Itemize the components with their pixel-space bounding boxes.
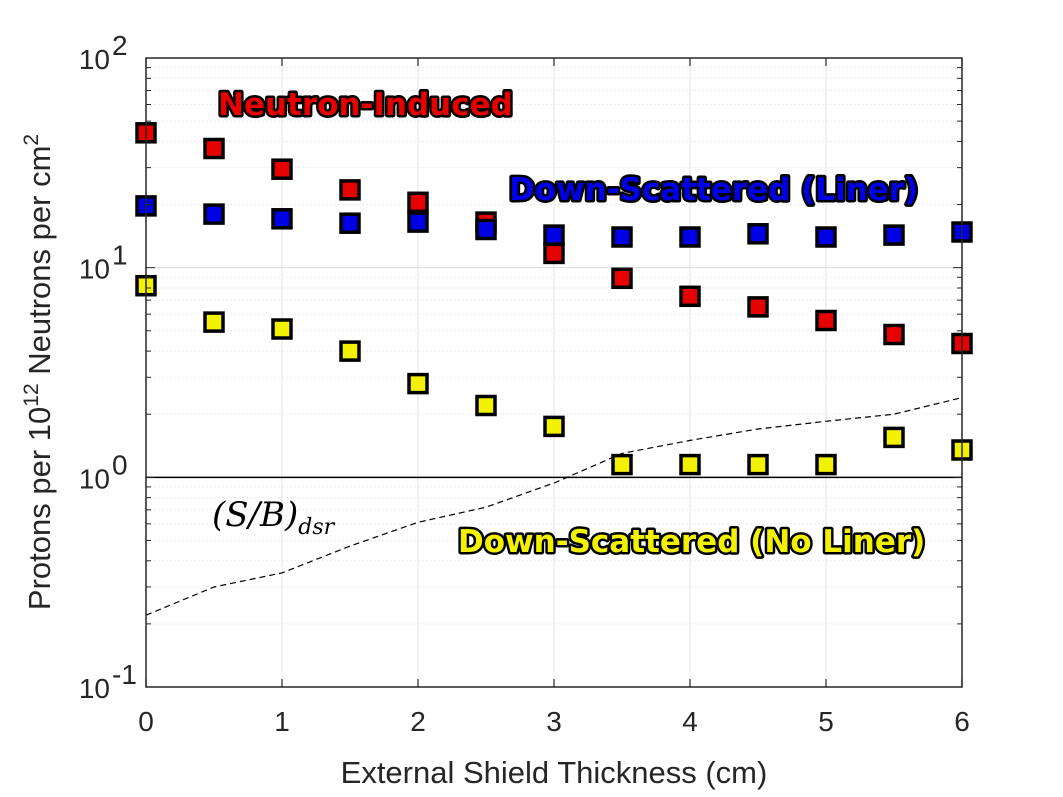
marker-down-scattered-liner: [271, 208, 293, 230]
axis-ticks: [145, 58, 963, 688]
y-tick-label-base: 10: [79, 44, 110, 75]
marker-down-scattered-no-liner: [815, 453, 837, 476]
y-tick-label: 10: [79, 44, 110, 75]
ratio-label-main: (S/B): [212, 495, 298, 535]
marker-down-scattered-liner: [475, 218, 497, 241]
y-axis-title: Protons per 1012 Neutrons per cm2: [20, 134, 57, 610]
y-tick-label: 10: [79, 254, 110, 285]
y-tick-label-base: 10: [79, 463, 110, 494]
marker-down-scattered-liner: [203, 203, 225, 225]
marker-neutron-induced: [679, 285, 701, 308]
marker-down-scattered-no-liner: [679, 453, 701, 476]
y-axis-title-sup1: 12: [20, 383, 43, 406]
y-axis-title-sup2: 2: [20, 134, 43, 146]
x-tick-label: 6: [954, 706, 970, 737]
y-tick-label-exponent: 2: [112, 30, 128, 61]
x-tick-label: 4: [682, 706, 698, 737]
marker-neutron-induced: [747, 296, 769, 318]
marker-neutron-induced: [407, 191, 429, 214]
marker-neutron-induced: [543, 242, 565, 265]
y-tick-label-exponent: -1: [112, 659, 137, 690]
x-axis-title: External Shield Thickness (cm): [341, 755, 768, 790]
label-down-scattered-no-liner: Down-Scattered (No Liner): [458, 524, 925, 560]
label-down-scattered-liner: Down-Scattered (Liner): [509, 172, 918, 208]
y-tick-label-exponent: 1: [112, 240, 128, 271]
marker-down-scattered-liner: [747, 223, 769, 245]
x-tick-label: 3: [546, 706, 562, 737]
marker-neutron-induced: [271, 158, 293, 180]
y-axis-title-pre: Protons per 10: [22, 407, 57, 610]
marker-neutron-induced: [883, 323, 905, 346]
y-tick-label-exponent: 0: [112, 449, 128, 480]
y-axis-title-mid: Neutrons per cm: [22, 146, 57, 384]
x-tick-label: 5: [818, 706, 834, 737]
x-tick-label: 0: [138, 706, 154, 737]
marker-down-scattered-liner: [611, 226, 633, 248]
marker-down-scattered-no-liner: [475, 394, 497, 417]
x-tick-labels: 0 1 2 3 4 5 6: [138, 706, 970, 737]
marker-down-scattered-no-liner: [747, 453, 769, 476]
marker-down-scattered-liner: [543, 224, 565, 246]
marker-down-scattered-no-liner: [203, 311, 225, 333]
marker-down-scattered-no-liner: [407, 372, 429, 395]
label-neutron-induced: Neutron-Induced: [218, 87, 513, 123]
marker-down-scattered-liner: [679, 226, 701, 248]
y-tick-label-base: 10: [79, 673, 110, 704]
marker-neutron-induced: [339, 179, 361, 201]
marker-down-scattered-liner: [883, 224, 905, 246]
ratio-curve-line: [145, 397, 963, 616]
ratio-label-sub: dsr: [298, 515, 335, 540]
marker-down-scattered-no-liner: [339, 340, 361, 362]
marker-down-scattered-no-liner: [611, 453, 633, 476]
y-tick-label-base: 10: [79, 254, 110, 285]
grid-lines: [145, 58, 963, 688]
marker-down-scattered-liner: [407, 211, 429, 233]
marker-down-scattered-liner: [339, 212, 361, 234]
marker-down-scattered-no-liner: [883, 426, 905, 449]
x-tick-label: 2: [410, 706, 426, 737]
marker-neutron-induced: [611, 267, 633, 290]
marker-neutron-induced: [815, 309, 837, 332]
marker-down-scattered-no-liner: [271, 318, 293, 340]
x-tick-label: 1: [274, 706, 290, 737]
marker-down-scattered-no-liner: [543, 415, 565, 438]
y-tick-label: 10: [79, 463, 110, 494]
marker-down-scattered-liner: [815, 226, 837, 248]
marker-neutron-induced: [203, 137, 225, 160]
ratio-label: (S/B)dsr: [212, 495, 336, 540]
ratio-curve: [145, 397, 963, 616]
y-tick-label: 10: [79, 673, 110, 704]
